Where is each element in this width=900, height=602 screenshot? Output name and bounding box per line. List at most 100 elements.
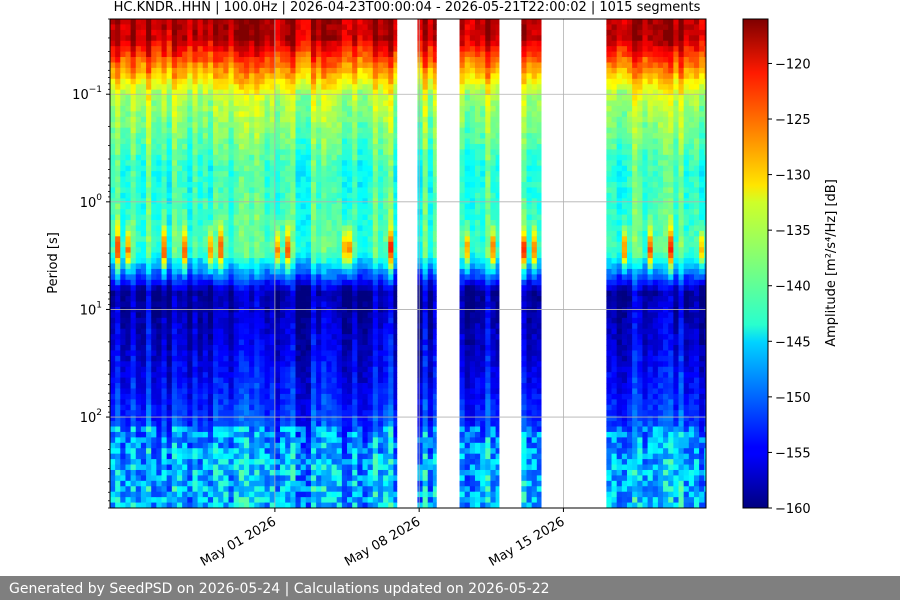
heatmap-cell: [383, 105, 389, 112]
heatmap-cell: [285, 404, 291, 411]
heatmap-cell: [295, 459, 302, 465]
heatmap-cell: [228, 122, 235, 129]
heatmap-cell: [223, 502, 229, 508]
heatmap-cell: [352, 306, 358, 313]
heatmap-cell: [300, 51, 307, 58]
heatmap-cell: [233, 459, 240, 465]
heatmap-cell: [274, 383, 281, 389]
heatmap-cell: [135, 51, 142, 58]
heatmap-cell: [326, 111, 332, 118]
heatmap-cell: [269, 328, 276, 335]
heatmap-cell: [130, 133, 137, 139]
heatmap-cell: [280, 486, 286, 493]
heatmap-cell: [285, 388, 291, 395]
heatmap-cell: [233, 377, 240, 384]
heatmap-cell: [377, 323, 384, 330]
heatmap-cell: [202, 19, 209, 25]
heatmap-cell: [187, 312, 193, 319]
heatmap-cell: [213, 350, 219, 357]
heatmap-cell: [310, 279, 317, 286]
heatmap-cell: [321, 133, 327, 139]
heatmap-cell: [316, 154, 322, 161]
heatmap-cell: [352, 89, 358, 96]
heatmap-cell: [285, 214, 291, 221]
heatmap-cell: [176, 143, 183, 150]
heatmap-cell: [393, 89, 398, 96]
heatmap-cell: [269, 426, 276, 433]
heatmap-cell: [171, 399, 178, 406]
heatmap-cell: [264, 187, 271, 194]
heatmap-cell: [213, 437, 219, 444]
heatmap-cell: [264, 372, 271, 378]
heatmap-cell: [207, 306, 214, 313]
heatmap-cell: [249, 334, 255, 340]
heatmap-cell: [130, 437, 137, 444]
heatmap-cell: [310, 19, 317, 25]
heatmap-cell: [182, 143, 188, 150]
heatmap-cell: [316, 24, 322, 31]
heatmap-cell: [377, 95, 384, 101]
heatmap-cell: [316, 203, 322, 210]
heatmap-cell: [377, 84, 384, 91]
heatmap-cell: [285, 176, 291, 183]
heatmap-cell: [197, 312, 204, 319]
heatmap-cell: [249, 40, 255, 47]
heatmap-cell: [140, 187, 147, 194]
heatmap-cell: [259, 143, 265, 150]
heatmap-cell: [238, 84, 245, 91]
heatmap-cell: [331, 116, 338, 123]
heatmap-cell: [233, 133, 240, 139]
heatmap-cell: [280, 404, 286, 411]
heatmap-cell: [146, 442, 152, 449]
heatmap-cell: [207, 57, 214, 63]
heatmap-cell: [377, 236, 384, 243]
heatmap-cell: [130, 393, 137, 400]
heatmap-cell: [357, 46, 363, 52]
heatmap-cell: [362, 89, 369, 96]
heatmap-cell: [316, 469, 322, 476]
heatmap-cell: [336, 160, 343, 167]
heatmap-cell: [269, 383, 276, 389]
heatmap-cell: [125, 350, 132, 357]
heatmap-cell: [243, 480, 250, 487]
heatmap-cell: [213, 171, 219, 177]
heatmap-cell: [290, 317, 296, 324]
heatmap-cell: [331, 176, 338, 183]
heatmap-cell: [146, 426, 152, 433]
heatmap-cell: [316, 263, 322, 270]
heatmap-cell: [280, 312, 286, 319]
heatmap-cell: [383, 133, 389, 139]
heatmap-cell: [156, 35, 162, 42]
heatmap-cell: [259, 111, 265, 118]
heatmap-cell: [264, 46, 271, 52]
heatmap-cell: [197, 431, 204, 438]
heatmap-cell: [140, 29, 147, 36]
heatmap-cell: [120, 453, 126, 460]
heatmap-cell: [295, 35, 302, 42]
heatmap-cell: [125, 73, 132, 80]
heatmap-cell: [110, 241, 116, 248]
heatmap-cell: [326, 214, 332, 221]
heatmap-cell: [280, 154, 286, 161]
heatmap-cell: [259, 29, 265, 36]
heatmap-cell: [207, 383, 214, 389]
heatmap-cell: [135, 230, 142, 237]
heatmap-cell: [310, 453, 317, 460]
heatmap-cell: [274, 160, 281, 167]
heatmap-cell: [347, 355, 353, 362]
heatmap-cell: [146, 214, 152, 221]
heatmap-cell: [213, 442, 219, 449]
heatmap-cell: [264, 95, 271, 101]
heatmap-cell: [264, 29, 271, 36]
heatmap-cell: [223, 361, 229, 368]
heatmap-cell: [176, 279, 183, 286]
heatmap-cell: [274, 182, 281, 188]
heatmap-cell: [135, 187, 142, 194]
heatmap-cell: [120, 274, 126, 281]
heatmap-cell: [125, 410, 132, 417]
heatmap-cell: [207, 350, 214, 357]
heatmap-cell: [300, 46, 307, 52]
heatmap-cell: [238, 399, 245, 406]
heatmap-cell: [140, 279, 147, 286]
heatmap-cell: [377, 431, 384, 438]
